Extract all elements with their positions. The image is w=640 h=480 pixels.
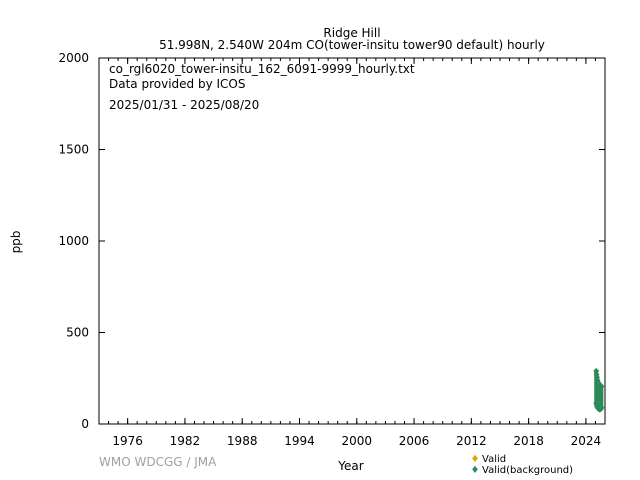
y-tick-label: 500: [66, 326, 89, 340]
data-filename: co_rgl6020_tower-insitu_162_6091-9999_ho…: [109, 62, 415, 76]
x-tick-label: 1994: [284, 434, 315, 448]
plot-frame: [98, 57, 606, 425]
data-point-marker: [593, 367, 600, 374]
data-provider: Data provided by ICOS: [109, 77, 246, 91]
chart-title: Ridge Hill: [323, 26, 381, 40]
x-tick-label: 2000: [342, 434, 373, 448]
x-tick-label: 2012: [456, 434, 487, 448]
legend-valid-marker-icon: ♦: [470, 454, 480, 465]
y-tick-label: 0: [81, 417, 89, 431]
x-tick-label: 1976: [112, 434, 143, 448]
x-axis-label: Year: [338, 459, 364, 473]
legend-valid: ♦ Valid: [468, 454, 507, 465]
legend-valid-background-label: Valid(background): [482, 465, 574, 476]
legend-valid-background: ♦ Valid(background): [468, 465, 574, 476]
y-tick-label: 1000: [58, 234, 89, 248]
x-tick-label: 2006: [399, 434, 430, 448]
chart-subtitle: 51.998N, 2.540W 204m CO(tower-insitu tow…: [159, 38, 545, 52]
watermark: WMO WDCGG / JMA: [99, 455, 217, 469]
y-tick-label: 1500: [58, 143, 89, 157]
y-tick-label: 2000: [58, 51, 89, 65]
data-point-marker: [598, 383, 605, 390]
data-point-marker: [598, 404, 605, 411]
x-tick-label: 1982: [170, 434, 201, 448]
x-tick-label: 2024: [571, 434, 602, 448]
legend-valid-label: Valid: [482, 454, 507, 465]
data-period: 2025/01/31 - 2025/08/20: [109, 98, 260, 112]
x-tick-label: 1988: [227, 434, 258, 448]
legend-valid-background-marker-icon: ♦: [470, 465, 480, 476]
x-tick-label: 2018: [513, 434, 544, 448]
